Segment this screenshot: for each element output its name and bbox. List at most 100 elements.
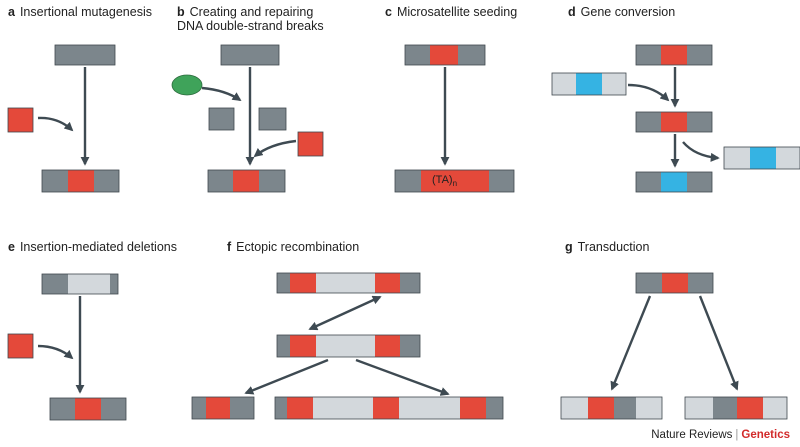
segment-outline bbox=[191, 396, 255, 420]
c-result-gene bbox=[394, 169, 515, 193]
microsatellite-base: (TA) bbox=[432, 174, 453, 186]
segment bbox=[206, 397, 230, 419]
segment bbox=[192, 397, 206, 419]
segment-outline bbox=[274, 396, 504, 420]
segment-outline bbox=[41, 273, 119, 295]
journal-credit: Nature Reviews | Genetics bbox=[651, 429, 790, 441]
d-converted-gene bbox=[635, 171, 713, 193]
segment bbox=[430, 45, 458, 65]
segment-outline bbox=[635, 171, 713, 193]
panel-a-title: a Insertional mutagenesis bbox=[8, 5, 152, 19]
d-donor-arrow bbox=[627, 83, 670, 102]
f-exchange-arrow bbox=[308, 295, 382, 331]
b-insert-element bbox=[297, 131, 324, 157]
panel-b-letter: b bbox=[177, 5, 185, 19]
g-source-gene bbox=[635, 272, 714, 294]
segment bbox=[399, 397, 460, 419]
segment bbox=[8, 334, 33, 358]
segment bbox=[614, 397, 636, 419]
segment-outline bbox=[635, 272, 714, 294]
segment-outline bbox=[7, 107, 34, 133]
g-product-left bbox=[560, 396, 663, 420]
panel-b-text: Creating and repairing DNA double-strand… bbox=[177, 5, 324, 33]
segment bbox=[687, 45, 712, 65]
segment-outline bbox=[276, 334, 421, 358]
segment bbox=[713, 397, 737, 419]
segment-outline bbox=[297, 131, 324, 157]
panel-d-text: Gene conversion bbox=[580, 5, 676, 19]
segment bbox=[685, 397, 713, 419]
segment bbox=[421, 170, 489, 192]
segment bbox=[662, 273, 688, 293]
panel-c-title: c Microsatellite seeding bbox=[385, 5, 517, 19]
a-insert-arrow bbox=[37, 116, 74, 132]
segment bbox=[55, 45, 115, 65]
segment bbox=[576, 73, 602, 95]
segment bbox=[233, 170, 259, 192]
d-intermediate bbox=[635, 111, 713, 133]
segment bbox=[298, 132, 323, 156]
dna-segments bbox=[7, 44, 800, 421]
panel-f-title: f Ectopic recombination bbox=[227, 240, 359, 254]
segment-outline bbox=[7, 333, 34, 359]
segment bbox=[50, 398, 75, 420]
segment bbox=[588, 397, 614, 419]
segment bbox=[8, 108, 33, 132]
segment bbox=[275, 397, 287, 419]
panel-c-text: Microsatellite seeding bbox=[396, 5, 518, 19]
segment bbox=[277, 273, 290, 293]
segment bbox=[602, 73, 626, 95]
panel-b-title: b Creating and repairing DNA double-stran… bbox=[177, 5, 327, 33]
segment-outline bbox=[208, 107, 235, 131]
segment bbox=[636, 172, 661, 192]
segment bbox=[661, 112, 687, 132]
panel-g-text: Transduction bbox=[577, 240, 650, 254]
segment bbox=[316, 335, 375, 357]
f-duplication-product bbox=[274, 396, 504, 420]
panel-e-letter: e bbox=[8, 240, 15, 254]
segment bbox=[661, 45, 687, 65]
segment-outline bbox=[635, 44, 713, 66]
segment bbox=[552, 73, 576, 95]
segment bbox=[636, 112, 661, 132]
panel-e-text: Insertion-mediated deletions bbox=[19, 240, 177, 254]
panel-g-letter: g bbox=[565, 240, 573, 254]
e-target-gene bbox=[41, 273, 119, 295]
segment bbox=[636, 397, 662, 419]
segment-outline bbox=[49, 397, 127, 421]
segment bbox=[259, 108, 286, 130]
segment bbox=[375, 273, 400, 293]
a-target-gene bbox=[54, 44, 116, 66]
segment-outline bbox=[258, 107, 287, 131]
segment bbox=[42, 170, 68, 192]
g-right-arrow bbox=[698, 295, 739, 391]
segment-outline bbox=[276, 272, 421, 294]
segment bbox=[290, 273, 316, 293]
segment-outline bbox=[54, 44, 116, 66]
segment bbox=[68, 274, 110, 294]
microsatellite-subscript: n bbox=[453, 179, 457, 188]
segment-outline bbox=[684, 396, 788, 420]
panel-c-letter: c bbox=[385, 5, 392, 19]
panel-e-title: e Insertion-mediated deletions bbox=[8, 240, 177, 254]
segment bbox=[395, 170, 421, 192]
e-insert-element bbox=[7, 333, 34, 359]
g-product-right bbox=[684, 396, 788, 420]
segment bbox=[230, 397, 254, 419]
segment bbox=[776, 147, 800, 169]
d-gene-copy bbox=[635, 44, 713, 66]
microsatellite-label: (TA)n bbox=[432, 174, 457, 188]
a-result-gene bbox=[41, 169, 120, 193]
segment bbox=[277, 335, 290, 357]
f-left-arrow bbox=[244, 358, 329, 395]
arrows bbox=[37, 67, 739, 396]
segment bbox=[636, 45, 661, 65]
e-insert-arrow bbox=[37, 344, 74, 360]
c-target-gene bbox=[404, 44, 486, 66]
segment bbox=[400, 335, 420, 357]
segment bbox=[68, 170, 94, 192]
segment-outline bbox=[394, 169, 515, 193]
segment-outline bbox=[551, 72, 627, 96]
d-release-arrow bbox=[682, 141, 720, 162]
segment bbox=[737, 397, 763, 419]
